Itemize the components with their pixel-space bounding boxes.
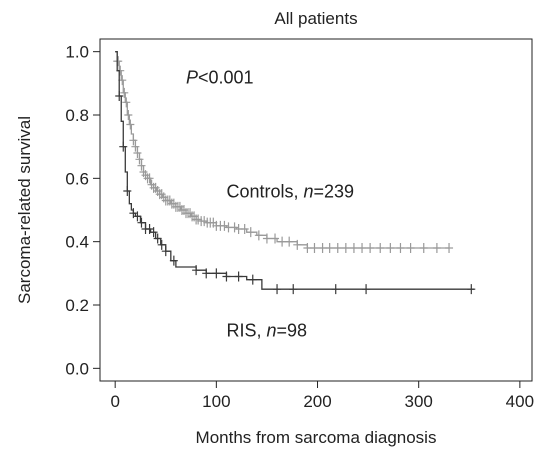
censor-mark [124,110,133,120]
censor-mark [115,91,124,101]
censor-mark [222,271,231,282]
censor-mark [157,239,166,250]
censor-mark [131,141,140,152]
censor-mark [202,268,211,279]
censor-mark [122,97,131,108]
censor-mark [293,239,302,250]
plot-frame [99,38,533,382]
censor-mark [303,243,312,253]
censor-mark [333,243,342,253]
censor-mark [119,141,128,152]
censor-mark [129,135,138,146]
censor-mark [212,268,221,279]
censor-mark [246,227,255,238]
censor-mark [396,243,405,253]
censor-mark [135,154,144,165]
x-axis-label: Months from sarcoma diagnosis [196,428,437,447]
y-tick-label: 0.6 [65,169,89,188]
censor-mark [240,224,249,234]
y-tick-label: 0.2 [65,296,89,315]
censor-mark [254,230,263,241]
censor-mark [137,217,146,228]
censor-mark [169,255,178,266]
y-axis-label: Sarcoma-related survival [15,116,34,304]
censor-mark [406,243,415,253]
censor-mark [325,243,334,253]
censor-mark [341,243,350,253]
censor-mark [129,208,138,219]
censor-mark [432,243,441,253]
survival-curve-0 [115,51,450,249]
censor-mark [376,243,385,253]
censor-mark [248,274,257,285]
censor-mark [467,284,476,295]
y-tick-label: 1.0 [65,43,89,62]
x-tick-label: 200 [303,392,331,411]
censor-mark [358,243,367,253]
censor-mark [230,222,239,233]
censor-mark [285,236,294,247]
x-tick-label: 400 [506,392,534,411]
censor-mark [349,243,358,253]
chart-title: All patients [274,9,357,28]
y-tick-label: 0.0 [65,359,89,378]
censor-mark [331,284,340,295]
censor-mark [133,148,142,158]
censor-mark [273,284,282,295]
censor-mark [234,271,243,282]
censor-mark [192,265,201,276]
censor-mark [271,233,280,244]
censor-mark [137,160,146,171]
censor-mark [310,243,319,253]
censor-mark [145,224,154,234]
x-tick-label: 100 [202,392,230,411]
ris-label: RIS, n=98 [226,321,307,341]
censor-mark [445,243,454,253]
x-tick-label: 300 [405,392,433,411]
censor-mark [278,236,287,247]
censor-mark [161,246,170,257]
censor-mark [220,220,229,231]
p-value: P<0.001 [186,67,254,87]
censor-mark [386,243,395,253]
censor-mark [120,87,129,98]
censor-mark [126,119,135,130]
x-tick-label: 0 [110,392,119,411]
y-tick-label: 0.8 [65,106,89,125]
survival-curve-1 [115,51,475,290]
censor-mark [262,233,271,244]
censor-mark [366,243,375,253]
censor-mark [133,211,142,222]
y-tick-label: 0.4 [65,233,89,252]
controls-label: Controls, n=239 [226,181,354,201]
plot-area: 0 100 200 300 400 0.0 0.2 0.4 0.6 0.8 1.0 P<0.001 Co… [65,38,534,411]
censor-mark [123,186,132,196]
censor-mark [149,227,158,238]
censor-mark [114,56,123,67]
censor-mark [419,243,428,253]
censor-mark [289,284,298,295]
censor-mark [362,284,371,295]
censor-mark [145,173,154,184]
censor-mark [153,233,162,244]
censor-mark [318,243,327,253]
